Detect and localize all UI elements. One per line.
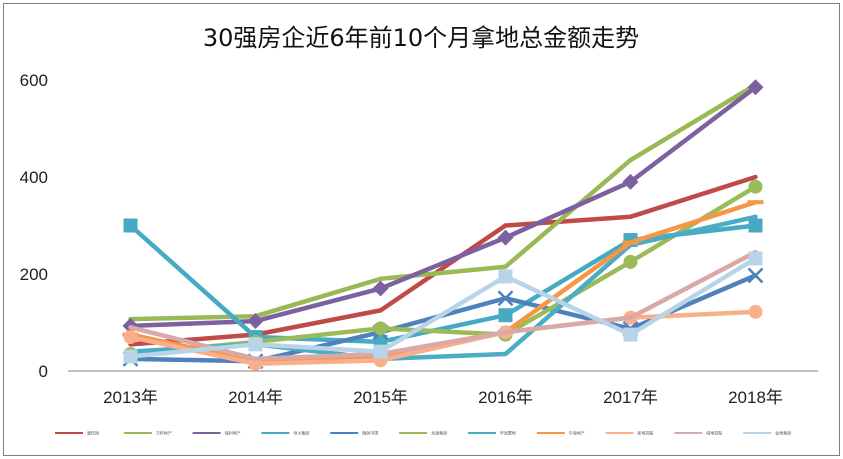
legend-label: 绿地控股 [706, 430, 722, 436]
legend-label: 新城控股 [638, 430, 654, 436]
x-tick-label: 2016年 [478, 388, 533, 407]
series-line [128, 174, 758, 347]
data-point [248, 337, 263, 352]
legend-item: 碧桂园 [55, 430, 99, 436]
data-point [623, 254, 638, 269]
chart-title: 30强房企近6年前10个月拿地总金额走势 [203, 24, 639, 52]
series-line-group [122, 79, 764, 334]
legend-item: 龙湖集团 [399, 430, 447, 436]
data-point [373, 344, 388, 359]
axes: 0 200 400 600 2013年 2014年 2015年 2016年 2017年 2018年 [20, 71, 818, 407]
series-line [128, 309, 758, 366]
legend-item: 保利地产 [192, 430, 241, 436]
series-line [128, 85, 758, 329]
data-point [748, 251, 763, 266]
series-line-group [123, 304, 763, 371]
series-line-group [128, 174, 758, 347]
legend-label: 万科地产 [156, 430, 172, 436]
data-point [622, 240, 639, 245]
legend-item: 绿地控股 [674, 430, 722, 436]
x-tick-label: 2014年 [228, 388, 283, 407]
x-tick-label: 2013年 [103, 388, 158, 407]
data-point [498, 269, 513, 284]
legend-label: 保利地产 [225, 430, 241, 436]
data-point [747, 200, 764, 205]
data-point [748, 304, 763, 319]
y-tick-label: 400 [20, 168, 48, 187]
y-tick-label: 200 [20, 265, 48, 284]
legend-item: 中海地产 [536, 430, 585, 436]
legend-label: 融创中国 [362, 430, 378, 436]
legend: 碧桂园 万科地产 保利地产 恒大集团 融创中国 龙湖集团 华润置地 中海地产 新城控股 绿地控股 金… [55, 430, 791, 436]
y-tick-label: 0 [39, 362, 48, 381]
series-line-group [128, 249, 758, 362]
data-point [748, 179, 763, 194]
data-point [747, 267, 764, 284]
legend-label: 中海地产 [569, 430, 585, 436]
legend-item: 恒大集团 [261, 430, 309, 436]
legend-item: 华润置地 [467, 430, 516, 436]
data-point [372, 280, 389, 297]
legend-label: 金地集团 [775, 430, 791, 436]
legend-label: 恒大集团 [293, 430, 309, 436]
data-point [123, 218, 138, 233]
data-point [622, 173, 639, 190]
x-tick-label: 2015年 [353, 388, 408, 407]
y-tick-label: 600 [20, 71, 48, 90]
data-point [498, 308, 513, 323]
legend-label: 碧桂园 [87, 430, 99, 436]
data-point [748, 218, 763, 233]
series-line-group [123, 251, 763, 364]
series-line [128, 256, 758, 359]
legend-label: 龙湖集团 [431, 430, 447, 436]
data-point [123, 349, 138, 364]
data-point [497, 290, 514, 307]
data-point [497, 229, 514, 246]
legend-item: 万科地产 [123, 430, 172, 436]
data-point [623, 327, 638, 342]
legend-label: 华润置地 [500, 430, 516, 436]
x-tick-label: 2018年 [728, 388, 783, 407]
data-point [747, 79, 764, 96]
data-point [373, 321, 388, 336]
legend-item: 金地集团 [743, 430, 791, 436]
series-line [128, 249, 758, 362]
legend-item: 融创中国 [330, 430, 378, 436]
legend-item: 新城控股 [605, 430, 654, 436]
data-point [247, 313, 264, 330]
series-layer [122, 79, 764, 371]
x-tick-label: 2017年 [603, 388, 658, 407]
data-point [123, 330, 138, 345]
